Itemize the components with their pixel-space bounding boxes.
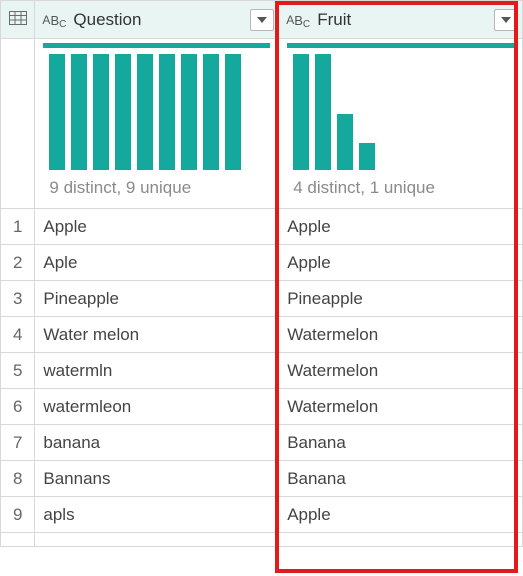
distribution-bar bbox=[359, 143, 375, 170]
table-row[interactable]: 4Water melonWatermelon bbox=[1, 317, 523, 353]
table-row[interactable]: 3PineapplePineapple bbox=[1, 281, 523, 317]
chevron-down-icon bbox=[501, 17, 511, 23]
cell-question[interactable]: apls bbox=[35, 497, 279, 533]
distribution-bar bbox=[203, 54, 219, 170]
distribution-bar bbox=[137, 54, 153, 170]
cell-fruit[interactable]: Banana bbox=[279, 425, 523, 461]
column-quality-bar bbox=[43, 43, 270, 48]
column-header-question[interactable]: ABC Question bbox=[35, 1, 279, 39]
cell-question[interactable]: Water melon bbox=[35, 317, 279, 353]
column-profile-fruit[interactable]: 4 distinct, 1 unique bbox=[279, 39, 523, 209]
cell-fruit[interactable]: Apple bbox=[279, 245, 523, 281]
cell-fruit[interactable]: Watermelon bbox=[279, 353, 523, 389]
table-wrap: ABC Question ABC Fruit 9 distinct, 9 uni… bbox=[0, 0, 523, 576]
row-number: 1 bbox=[1, 209, 35, 245]
table-row[interactable]: 9aplsApple bbox=[1, 497, 523, 533]
distribution-bar bbox=[71, 54, 87, 170]
cell-fruit[interactable]: Apple bbox=[279, 497, 523, 533]
profile-row-gutter bbox=[1, 39, 35, 209]
chevron-down-icon bbox=[257, 17, 267, 23]
text-type-icon: ABC bbox=[41, 13, 67, 27]
row-number: 6 bbox=[1, 389, 35, 425]
row-number: 3 bbox=[1, 281, 35, 317]
column-quality-bar bbox=[287, 43, 514, 48]
row-number: 9 bbox=[1, 497, 35, 533]
row-number: 4 bbox=[1, 317, 35, 353]
cell-fruit[interactable]: Watermelon bbox=[279, 389, 523, 425]
cell-fruit[interactable]: Pineapple bbox=[279, 281, 523, 317]
distribution-bar bbox=[293, 54, 309, 170]
column-summary: 4 distinct, 1 unique bbox=[279, 170, 522, 204]
table-row[interactable]: 5watermlnWatermelon bbox=[1, 353, 523, 389]
table-row[interactable]: 8BannansBanana bbox=[1, 461, 523, 497]
select-all-corner[interactable] bbox=[1, 1, 35, 39]
table-row[interactable]: 6watermleonWatermelon bbox=[1, 389, 523, 425]
table-icon bbox=[9, 11, 27, 25]
column-summary: 9 distinct, 9 unique bbox=[35, 170, 278, 204]
distribution-bar bbox=[315, 54, 331, 170]
table-row[interactable]: 2ApleApple bbox=[1, 245, 523, 281]
row-number: 2 bbox=[1, 245, 35, 281]
cell-question[interactable]: Pineapple bbox=[35, 281, 279, 317]
value-distribution-chart bbox=[49, 54, 270, 170]
stub-row bbox=[1, 533, 523, 547]
row-number: 7 bbox=[1, 425, 35, 461]
data-table: ABC Question ABC Fruit 9 distinct, 9 uni… bbox=[0, 0, 523, 547]
distribution-bar bbox=[159, 54, 175, 170]
header-row: ABC Question ABC Fruit bbox=[1, 1, 523, 39]
column-filter-button[interactable] bbox=[494, 9, 518, 31]
cell-fruit[interactable]: Apple bbox=[279, 209, 523, 245]
distribution-bar bbox=[337, 114, 353, 170]
column-header-fruit[interactable]: ABC Fruit bbox=[279, 1, 523, 39]
column-name: Question bbox=[73, 10, 141, 30]
column-filter-button[interactable] bbox=[250, 9, 274, 31]
row-number: 8 bbox=[1, 461, 35, 497]
cell-fruit[interactable]: Banana bbox=[279, 461, 523, 497]
table-row[interactable]: 1AppleApple bbox=[1, 209, 523, 245]
cell-question[interactable]: Apple bbox=[35, 209, 279, 245]
cell-fruit[interactable]: Watermelon bbox=[279, 317, 523, 353]
cell-question[interactable]: Aple bbox=[35, 245, 279, 281]
column-name: Fruit bbox=[317, 10, 351, 30]
cell-question[interactable]: Bannans bbox=[35, 461, 279, 497]
distribution-bar bbox=[225, 54, 241, 170]
cell-question[interactable]: watermln bbox=[35, 353, 279, 389]
value-distribution-chart bbox=[293, 54, 514, 170]
table-row[interactable]: 7bananaBanana bbox=[1, 425, 523, 461]
distribution-bar bbox=[181, 54, 197, 170]
distribution-bar bbox=[93, 54, 109, 170]
text-type-icon: ABC bbox=[285, 13, 311, 27]
distribution-bar bbox=[115, 54, 131, 170]
column-profile-question[interactable]: 9 distinct, 9 unique bbox=[35, 39, 279, 209]
row-number: 5 bbox=[1, 353, 35, 389]
cell-question[interactable]: watermleon bbox=[35, 389, 279, 425]
column-profile-row: 9 distinct, 9 unique 4 distinct, 1 uniqu… bbox=[1, 39, 523, 209]
cell-question[interactable]: banana bbox=[35, 425, 279, 461]
distribution-bar bbox=[49, 54, 65, 170]
